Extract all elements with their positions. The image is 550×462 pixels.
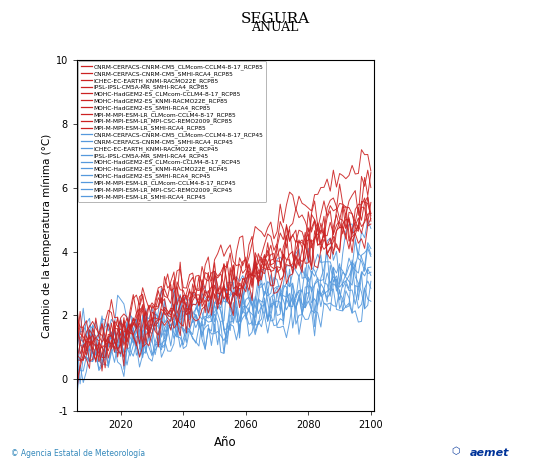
Text: ⬡: ⬡ [451, 446, 459, 456]
Text: © Agencia Estatal de Meteorología: © Agencia Estatal de Meteorología [11, 450, 145, 458]
Legend: CNRM-CERFACS-CNRM-CM5_CLMcom-CCLM4-8-17_RCP85, CNRM-CERFACS-CNRM-CM5_SMHI-RCA4_R: CNRM-CERFACS-CNRM-CM5_CLMcom-CCLM4-8-17_… [78, 61, 266, 202]
X-axis label: Año: Año [214, 436, 237, 449]
Text: ANUAL: ANUAL [251, 21, 299, 34]
Y-axis label: Cambio de la temperatura mínima (°C): Cambio de la temperatura mínima (°C) [41, 134, 52, 338]
Text: SEGURA: SEGURA [240, 12, 310, 25]
Text: aemet: aemet [470, 448, 510, 458]
